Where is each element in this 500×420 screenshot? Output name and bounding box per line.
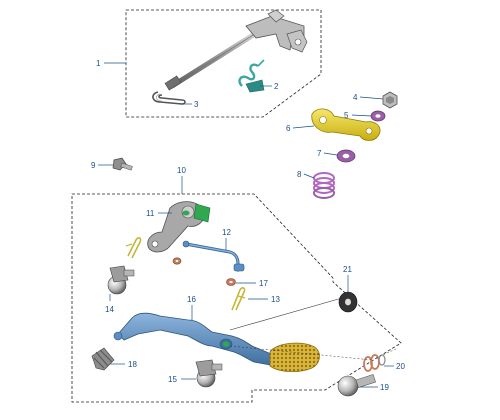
callout-8: 8 [297,170,302,179]
callout-4: 4 [353,93,358,102]
bolt-9 [112,157,133,171]
callout-18: 18 [128,360,137,369]
shift-arm [311,108,381,141]
rod-end-joint-14 [107,265,135,295]
callout-10: 10 [177,166,186,175]
callout-12: 12 [222,228,231,237]
pivot-bolt-19 [337,374,376,397]
guide-line [375,347,399,359]
rubber-peg-cover-18 [91,347,115,371]
washer-5 [370,110,386,122]
callout-9: 9 [91,161,96,170]
washer-7 [336,149,356,163]
nut [382,91,398,109]
return-spring [238,59,265,93]
callout-1: 1 [96,59,101,68]
group-frame-bottom [71,193,402,403]
callout-17: 17 [259,279,268,288]
leader-6 [292,125,315,129]
shift-shaft [164,9,308,91]
washer-set-20 [363,354,386,372]
leader-7 [323,152,338,156]
rod-end-joint-15 [195,359,223,388]
washer-17 [226,278,236,286]
shift-pedal [113,312,320,372]
callout-6: 6 [286,124,291,133]
cotter-pin-13 [231,287,246,311]
callout-2: 2 [274,82,279,91]
leader-5 [351,114,372,117]
snap-ring [152,91,186,105]
callout-14: 14 [105,305,114,314]
cotter-pin-a [125,237,142,259]
callout-15: 15 [168,375,177,384]
guide-line [229,297,343,331]
callout-19: 19 [380,383,389,392]
shift-rod [182,240,245,272]
callout-3: 3 [194,100,199,109]
callout-13: 13 [271,295,280,304]
callout-16: 16 [187,295,196,304]
washer-small-a-hole [175,260,179,262]
group-frame-top [125,9,322,118]
leader-8 [303,173,315,179]
spring-8 [313,172,335,199]
callout-7: 7 [317,149,322,158]
leader-4 [359,96,384,100]
callout-11: 11 [146,209,155,218]
shift-lever-arm [147,201,211,253]
seal-washer-21 [338,291,358,313]
callout-5: 5 [344,111,349,120]
callout-21: 21 [343,265,352,274]
callout-20: 20 [396,362,405,371]
